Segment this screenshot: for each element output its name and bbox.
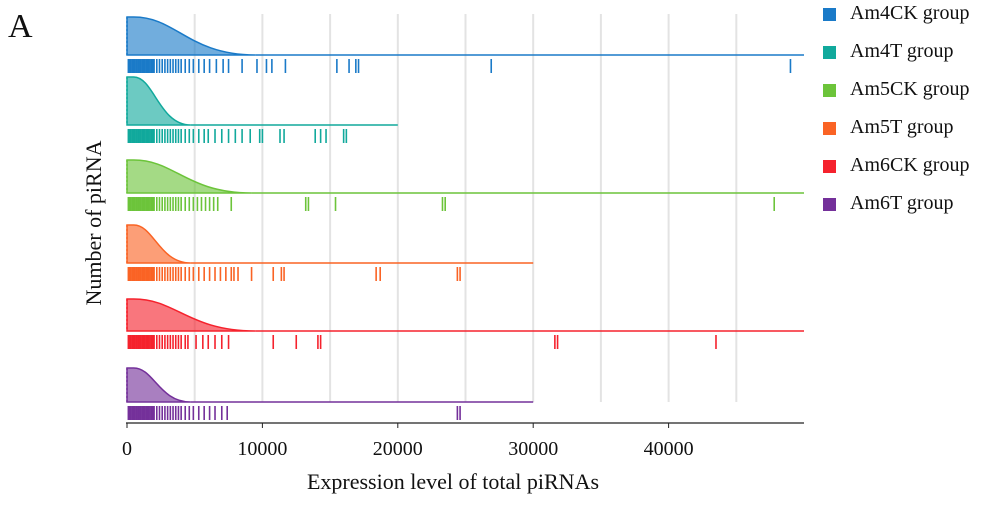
legend-item: Am6T group: [823, 192, 1003, 216]
legend-label: Am5CK group: [850, 78, 970, 100]
panel-label: A: [8, 8, 33, 45]
legend-item: Am5CK group: [823, 78, 1003, 102]
density-cloud: [126, 367, 191, 403]
x-tick-label: 20000: [373, 438, 423, 460]
legend-label: Am5T group: [850, 116, 954, 138]
legend-item: Am5T group: [823, 116, 1003, 140]
legend-label: Am4CK group: [850, 2, 970, 24]
x-tick-label: 10000: [237, 438, 287, 460]
density-cloud: [126, 76, 191, 126]
legend-swatch: [823, 160, 836, 173]
legend-swatch: [823, 8, 836, 21]
legend-swatch: [823, 84, 836, 97]
density-cloud: [126, 16, 256, 56]
series-group: [126, 159, 804, 211]
legend-label: Am4T group: [850, 40, 954, 62]
x-tick-label: 30000: [508, 438, 558, 460]
x-axis: 0 10000 20000 30000 40000: [122, 422, 804, 460]
grid-lines: [193, 14, 738, 402]
legend-label: Am6T group: [850, 192, 954, 214]
x-tick-label: 0: [122, 438, 132, 460]
series-group: [126, 76, 398, 143]
legend-swatch: [823, 198, 836, 211]
series-group: [126, 298, 804, 349]
x-tick-label: 40000: [644, 438, 694, 460]
legend-swatch: [823, 46, 836, 59]
legend-item: Am4CK group: [823, 2, 1003, 26]
legend-label: Am6CK group: [850, 154, 970, 176]
x-axis-label: Expression level of total piRNAs: [307, 469, 599, 494]
series-group: [126, 16, 804, 73]
series-groups: [126, 16, 804, 420]
y-axis-label: Number of piRNA: [81, 140, 106, 305]
density-cloud: [126, 224, 191, 264]
legend-item: Am6CK group: [823, 154, 1003, 178]
legend-swatch: [823, 122, 836, 135]
density-cloud: [126, 298, 256, 332]
legend-item: Am4T group: [823, 40, 1003, 64]
series-group: [126, 224, 534, 281]
density-cloud: [126, 159, 252, 194]
series-group: [126, 367, 534, 420]
